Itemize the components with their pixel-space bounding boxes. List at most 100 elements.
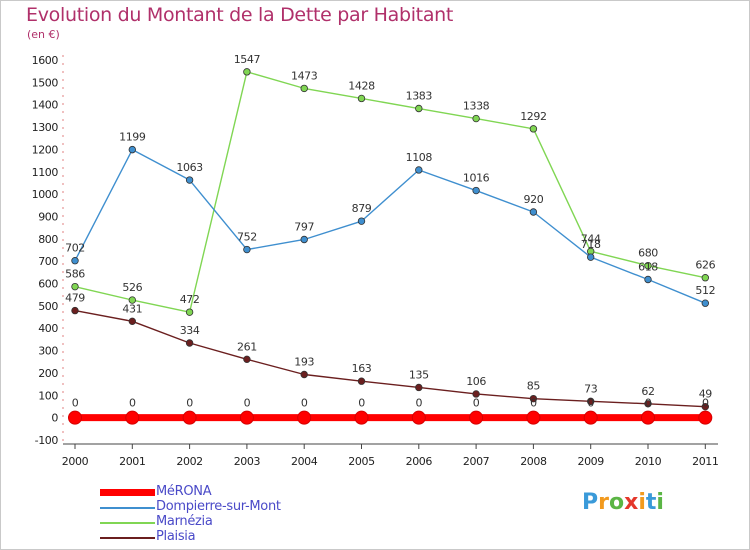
data-label: 163 — [352, 362, 372, 375]
data-label: 526 — [122, 281, 142, 294]
data-label: 0 — [473, 397, 480, 410]
data-label: 0 — [244, 397, 251, 410]
data-point — [300, 84, 308, 93]
y-tick-label: 400 — [38, 322, 58, 335]
data-label: 0 — [129, 397, 136, 410]
y-tick-label: 200 — [38, 367, 58, 380]
data-point — [644, 400, 652, 408]
data-point — [357, 377, 366, 385]
data-label: 0 — [587, 397, 594, 410]
data-label: 680 — [638, 247, 658, 260]
data-label: 879 — [352, 202, 372, 215]
data-label: 0 — [415, 397, 422, 410]
data-point — [128, 145, 136, 154]
legend-label: Marnézia — [156, 514, 213, 529]
data-point — [300, 370, 308, 379]
data-point-merona — [68, 410, 82, 425]
data-label: 1108 — [406, 151, 433, 164]
data-label: 0 — [301, 397, 308, 410]
series-line-marn-zia — [74, 71, 706, 313]
data-label: 1473 — [291, 69, 318, 82]
legend-swatch — [100, 507, 155, 509]
data-label: 1063 — [176, 161, 203, 174]
data-point — [415, 166, 423, 174]
x-tick-label: 2005 — [348, 455, 375, 468]
y-tick-label: -100 — [35, 434, 59, 447]
y-tick-label: 0 — [51, 412, 58, 425]
series-line-dompierre-sur-mont — [74, 148, 706, 304]
y-tick-label: 900 — [38, 210, 58, 223]
data-point-merona — [354, 410, 369, 425]
x-tick-label: 2008 — [520, 455, 547, 468]
logo-letter: r — [598, 490, 609, 515]
x-tick-label: 2010 — [635, 455, 662, 468]
data-point — [71, 282, 79, 291]
data-label: 62 — [641, 385, 654, 398]
data-label: 1383 — [406, 90, 433, 103]
data-point — [701, 274, 709, 282]
legend-swatch — [100, 537, 155, 539]
series-line-plaisia — [74, 309, 706, 408]
data-point — [472, 186, 480, 195]
data-point-merona — [583, 410, 598, 425]
y-tick-label: 700 — [38, 255, 58, 268]
data-label: 512 — [695, 284, 715, 297]
y-tick-label: 1200 — [32, 143, 59, 156]
data-point — [128, 296, 136, 304]
data-label: 626 — [695, 259, 715, 272]
y-tick-label: 600 — [38, 278, 58, 291]
data-point — [529, 394, 538, 403]
data-label: 920 — [524, 193, 544, 206]
data-label: 193 — [294, 356, 314, 369]
y-tick-label: 300 — [38, 345, 58, 358]
data-point — [644, 261, 652, 270]
data-label: 797 — [294, 220, 314, 233]
legend-swatch — [100, 522, 155, 524]
logo-letter: i — [638, 490, 646, 515]
data-label: 49 — [699, 388, 713, 401]
logo-letter: t — [645, 490, 657, 515]
unit-label: (en €) — [27, 28, 60, 41]
chart-title: Evolution du Montant de la Dette par Hab… — [26, 4, 454, 26]
x-tick-label: 2002 — [176, 455, 202, 468]
x-tick-label: 2011 — [692, 455, 718, 468]
data-point — [185, 308, 194, 316]
data-point — [587, 253, 595, 261]
data-point — [185, 176, 194, 184]
x-tick-label: 2004 — [291, 455, 318, 468]
data-label: 472 — [180, 293, 200, 306]
logo-letter: i — [656, 490, 664, 515]
logo-letter: P — [582, 490, 599, 515]
data-point — [243, 68, 251, 76]
data-point-merona — [239, 410, 254, 425]
data-label: 1428 — [348, 79, 375, 92]
data-label: 0 — [530, 397, 537, 410]
x-tick-label: 2000 — [62, 455, 89, 468]
data-point — [587, 397, 595, 406]
data-label: 0 — [186, 397, 193, 410]
y-tick-label: 1100 — [32, 166, 59, 179]
legend-label: Plaisia — [156, 529, 196, 544]
data-point — [243, 245, 251, 254]
data-point — [701, 402, 709, 411]
data-point — [472, 390, 480, 398]
data-label: 73 — [584, 382, 598, 395]
data-point — [71, 306, 79, 315]
data-label: 334 — [180, 324, 200, 337]
data-label: 106 — [466, 375, 486, 388]
data-label: 1199 — [119, 131, 146, 144]
data-label: 0 — [358, 397, 365, 410]
legend-label: Dompierre-sur-Mont — [156, 499, 281, 514]
data-point-merona — [125, 410, 140, 425]
data-point — [472, 114, 480, 123]
legend-label: MéRONA — [156, 484, 212, 499]
x-tick-label: 2006 — [406, 455, 433, 468]
y-tick-label: 1600 — [32, 54, 59, 67]
data-label: 702 — [65, 242, 85, 255]
data-label: 431 — [122, 302, 142, 315]
y-tick-label: 100 — [38, 389, 58, 402]
proxiti-logo: Proxiti — [582, 490, 664, 515]
y-tick-label: 500 — [38, 300, 58, 313]
